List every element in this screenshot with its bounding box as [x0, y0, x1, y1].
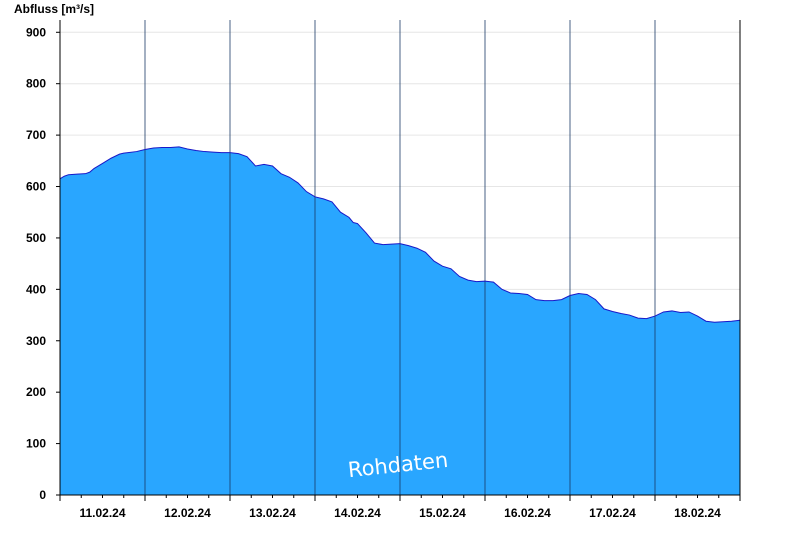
x-axis-ticks: 11.02.24 12.02.24 13.02.24 14.02.24 15.02.24… [59, 495, 741, 520]
x-tick-label-3: 13.02.24 [249, 506, 296, 520]
y-tick-label-0: 0 [39, 488, 46, 502]
y-tick-label-900: 900 [26, 25, 46, 39]
axes [56, 20, 741, 496]
x-tick-label-2: 12.02.24 [164, 506, 211, 520]
y-tick-label-100: 100 [26, 437, 46, 451]
y-tick-label-300: 300 [26, 334, 46, 348]
y-tick-label-700: 700 [26, 128, 46, 142]
y-axis-title: Abfluss [m³/s] [14, 2, 94, 16]
discharge-line [59, 146, 741, 323]
x-tick-label-6: 16.02.24 [504, 506, 551, 520]
y-tick-label-500: 500 [26, 231, 46, 245]
x-tick-label-7: 17.02.24 [589, 506, 636, 520]
x-tick-label-1: 11.02.24 [79, 506, 125, 520]
x-tick-label-8: 18.02.24 [674, 506, 721, 520]
y-tick-label-200: 200 [26, 385, 46, 399]
day-separators [144, 20, 656, 495]
y-tick-label-800: 800 [26, 77, 46, 91]
x-tick-label-5: 15.02.24 [419, 506, 466, 520]
y-axis-ticks: 0 100 200 300 400 500 600 700 800 900 [26, 25, 60, 502]
x-tick-label-4: 14.02.24 [334, 506, 381, 520]
y-tick-label-400: 400 [26, 282, 46, 296]
y-tick-label-600: 600 [26, 180, 46, 194]
